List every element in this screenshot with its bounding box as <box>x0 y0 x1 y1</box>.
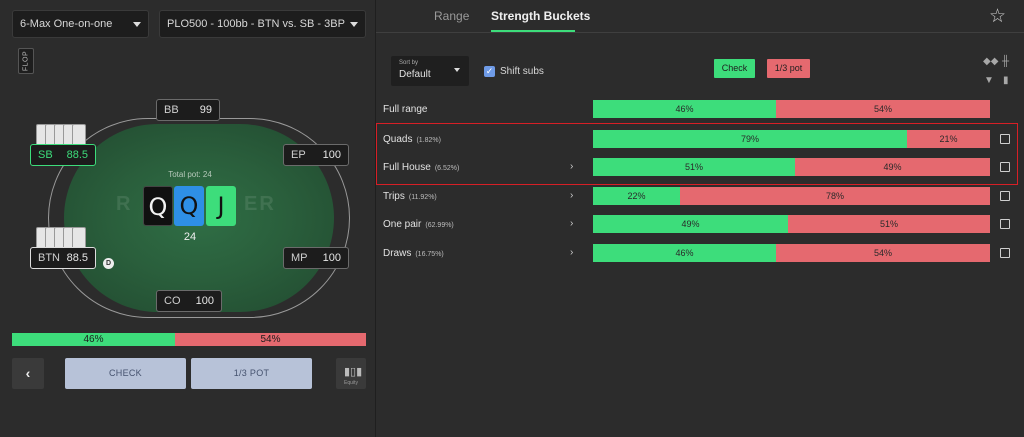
bucket-strategy-bar: 46% 54% <box>593 244 990 262</box>
bucket-strategy-bar: 79% 21% <box>593 130 990 148</box>
bucket-label: Draws (16.75%) <box>383 248 444 259</box>
bucket-name: Full range <box>383 104 428 115</box>
dealer-button: D <box>103 258 114 269</box>
bucket-strategy-bar: 46% 54% <box>593 100 990 118</box>
chevron-down-icon <box>454 68 460 72</box>
equity-caption: Equity <box>344 380 358 386</box>
bucket-name: One pair <box>383 219 422 230</box>
bucket-strategy-bar: 49% 51% <box>593 215 990 233</box>
scenario-dropdown[interactable]: PLO500 - 100bb - BTN vs. SB - 3BP <box>159 10 366 38</box>
btn-hole-cards <box>36 227 86 249</box>
sort-by-label: Sort by <box>399 60 419 66</box>
seat-mp[interactable]: MP 100 <box>283 247 349 269</box>
seat-btn[interactable]: BTN 88.5 <box>30 247 96 269</box>
bet-segment: 49% <box>795 158 990 176</box>
check-segment: 79% <box>593 130 907 148</box>
check-segment: 51% <box>593 158 795 176</box>
chevron-down-icon <box>350 22 358 27</box>
shift-subs-checkbox[interactable]: ✓ <box>484 66 495 77</box>
bucket-label: Full House (6.52%) <box>383 162 459 173</box>
bucket-name: Quads <box>383 134 413 145</box>
board-card-2: Q <box>174 186 204 226</box>
active-tab-indicator <box>491 30 575 32</box>
check-segment: 46% <box>593 244 776 262</box>
highlight-box <box>376 123 1018 185</box>
dumbbell-icon[interactable]: ╫ <box>1002 56 1010 67</box>
equity-button[interactable]: ▮▯▮ Equity <box>336 358 366 389</box>
sb-hole-cards <box>36 124 86 146</box>
table-logo: R ER <box>116 193 276 215</box>
seat-co[interactable]: CO 100 <box>156 290 222 312</box>
sort-by-value: Default <box>399 69 431 80</box>
total-pot-label: Total pot: 24 <box>168 170 212 179</box>
seat-ep[interactable]: EP 100 <box>283 144 349 166</box>
bucket-label: One pair (62.99%) <box>383 219 454 230</box>
bucket-frequency: (11.92%) <box>408 194 437 201</box>
strategy-bar-bet: 54% <box>175 333 366 346</box>
game-type-value: 6-Max One-on-one <box>20 18 113 30</box>
bucket-frequency: (6.52%) <box>434 165 460 172</box>
board-card-3: J <box>206 186 236 226</box>
bet-segment: 51% <box>788 215 990 233</box>
bet-segment: 78% <box>680 187 990 205</box>
chevron-right-icon[interactable]: › <box>570 247 574 258</box>
board-card-1: Q <box>143 186 173 226</box>
bucket-label: Trips (11.92%) <box>383 191 437 202</box>
tab-bar: Range Strength Buckets ☆ <box>376 0 1024 33</box>
check-segment: 22% <box>593 187 680 205</box>
bucket-label: Quads (1.82%) <box>383 134 441 145</box>
tab-strength-buckets[interactable]: Strength Buckets <box>491 9 591 23</box>
bucket-name: Full House <box>383 162 431 173</box>
strategy-bar-check: 46% <box>12 333 175 346</box>
scenario-value: PLO500 - 100bb - BTN vs. SB - 3BP <box>167 18 345 30</box>
bucket-checkbox[interactable] <box>1000 191 1010 201</box>
bucket-frequency: (62.99%) <box>425 222 454 229</box>
bucket-checkbox[interactable] <box>1000 248 1010 258</box>
tab-range[interactable]: Range <box>434 9 470 23</box>
star-icon[interactable]: ☆ <box>989 6 1007 27</box>
game-type-dropdown[interactable]: 6-Max One-on-one <box>12 10 149 38</box>
check-action-button[interactable]: CHECK <box>65 358 186 389</box>
seat-bb[interactable]: BB 99 <box>156 99 220 121</box>
bucket-frequency: (16.75%) <box>415 251 444 258</box>
pot-amount: 24 <box>183 231 197 243</box>
bucket-frequency: (1.82%) <box>416 137 441 144</box>
left-panel: 6-Max One-on-one PLO500 - 100bb - BTN vs… <box>0 0 376 437</box>
bet-segment: 54% <box>776 244 990 262</box>
chevron-down-icon <box>133 22 141 27</box>
bucket-checkbox[interactable] <box>1000 162 1010 172</box>
chevron-right-icon[interactable]: › <box>570 161 574 172</box>
bucket-checkbox[interactable] <box>1000 219 1010 229</box>
right-panel: Range Strength Buckets ☆ Sort by Default… <box>376 0 1024 437</box>
chevron-right-icon[interactable]: › <box>570 190 574 201</box>
bucket-strategy-bar: 51% 49% <box>593 158 990 176</box>
bet-third-pot-button[interactable]: 1/3 POT <box>191 358 312 389</box>
legend-bet[interactable]: 1/3 pot <box>767 59 810 78</box>
street-label: FLOP <box>22 50 30 72</box>
bucket-name: Draws <box>383 248 412 259</box>
legend-check[interactable]: Check <box>714 59 755 78</box>
check-segment: 49% <box>593 215 788 233</box>
shift-subs-label: Shift subs <box>500 66 544 77</box>
chevron-right-icon[interactable]: › <box>570 218 574 229</box>
check-segment: 46% <box>593 100 776 118</box>
bucket-checkbox[interactable] <box>1000 134 1010 144</box>
sort-by-dropdown[interactable]: Sort by Default <box>391 56 469 86</box>
bucket-label: Full range <box>383 104 427 115</box>
cards-icon[interactable]: ◆◆ <box>983 56 999 67</box>
bet-segment: 54% <box>776 100 990 118</box>
bucket-name: Trips <box>383 191 405 202</box>
bucket-strategy-bar: 22% 78% <box>593 187 990 205</box>
filter-icon[interactable]: ▼ <box>984 75 994 86</box>
seat-sb[interactable]: SB 88.5 <box>30 144 96 166</box>
bet-segment: 21% <box>907 130 990 148</box>
dumbbell-icon: ▮▯▮ <box>344 366 363 378</box>
street-indicator[interactable]: FLOP <box>18 48 34 74</box>
previous-street-button[interactable]: ‹ <box>12 358 44 389</box>
trash-icon[interactable]: ▮ <box>1003 75 1009 86</box>
